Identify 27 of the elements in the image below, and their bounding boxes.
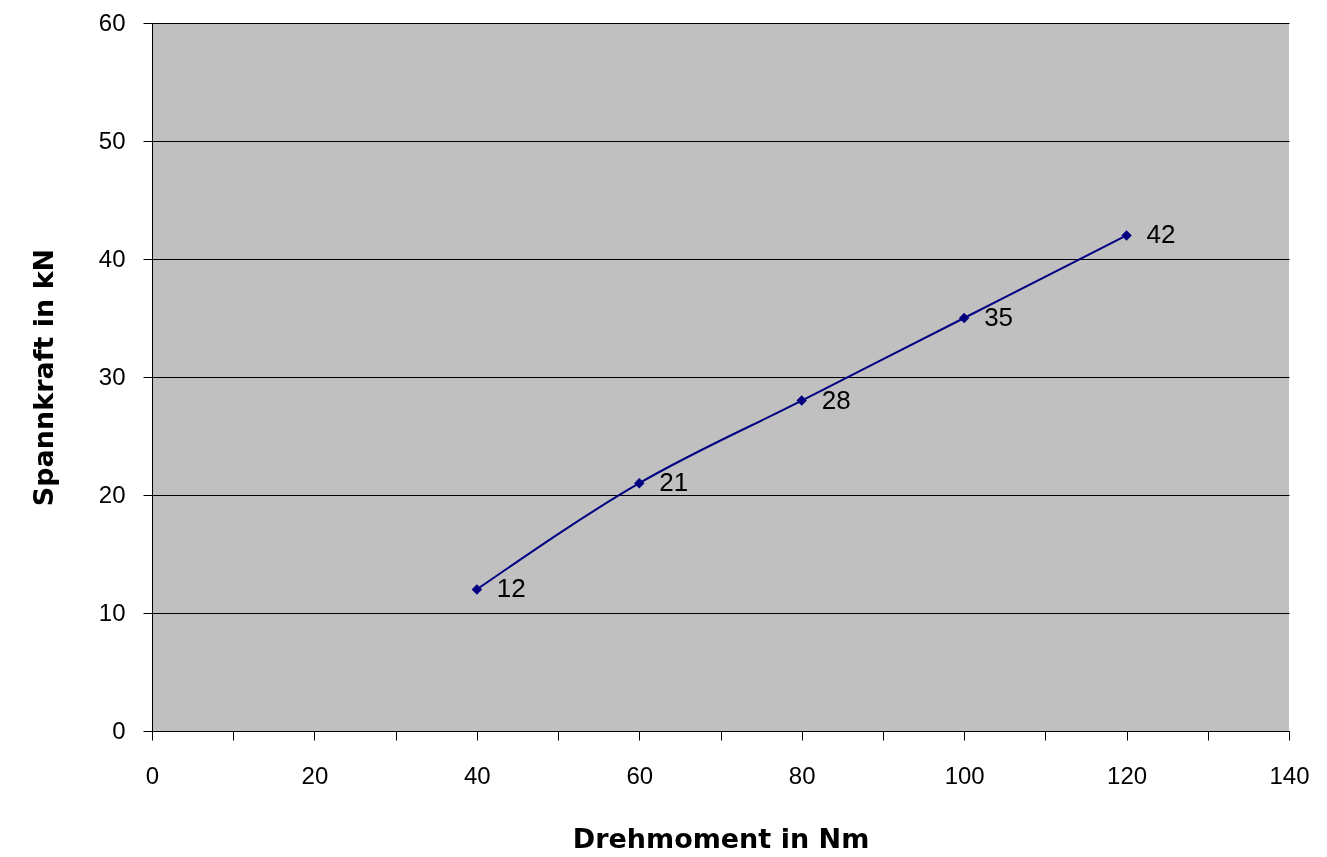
y-tick-label: 30: [98, 362, 126, 390]
y-tick-label: 0: [112, 716, 126, 744]
x-tick-label: 140: [1269, 761, 1310, 789]
data-label: 42: [1146, 219, 1176, 250]
x-axis-title: Drehmoment in Nm: [572, 822, 870, 854]
x-tick-label: 40: [464, 761, 491, 789]
y-tick-label: 20: [98, 480, 126, 508]
y-axis-title: Spannkraft in kN: [27, 248, 59, 507]
x-tick-label: 120: [1107, 761, 1148, 789]
y-tick-label: 60: [98, 8, 126, 36]
data-label: 12: [496, 573, 526, 604]
data-label: 28: [821, 384, 851, 415]
point: [471, 584, 483, 595]
point: [796, 395, 807, 406]
x-tick-label: 60: [626, 761, 654, 789]
y-tick-label: 40: [98, 244, 126, 272]
x-tick-label: 0: [145, 761, 160, 789]
x-tick-label: 100: [944, 761, 985, 789]
x-tick-label: 20: [301, 761, 329, 789]
data-label: 21: [659, 467, 689, 498]
x-tick-label: 80: [788, 761, 816, 789]
data-label: 35: [984, 302, 1014, 332]
y-tick-label: 50: [98, 126, 126, 154]
point: [1121, 230, 1132, 241]
y-tick-label: 10: [98, 598, 126, 626]
point: [958, 312, 970, 324]
point: [634, 477, 645, 489]
